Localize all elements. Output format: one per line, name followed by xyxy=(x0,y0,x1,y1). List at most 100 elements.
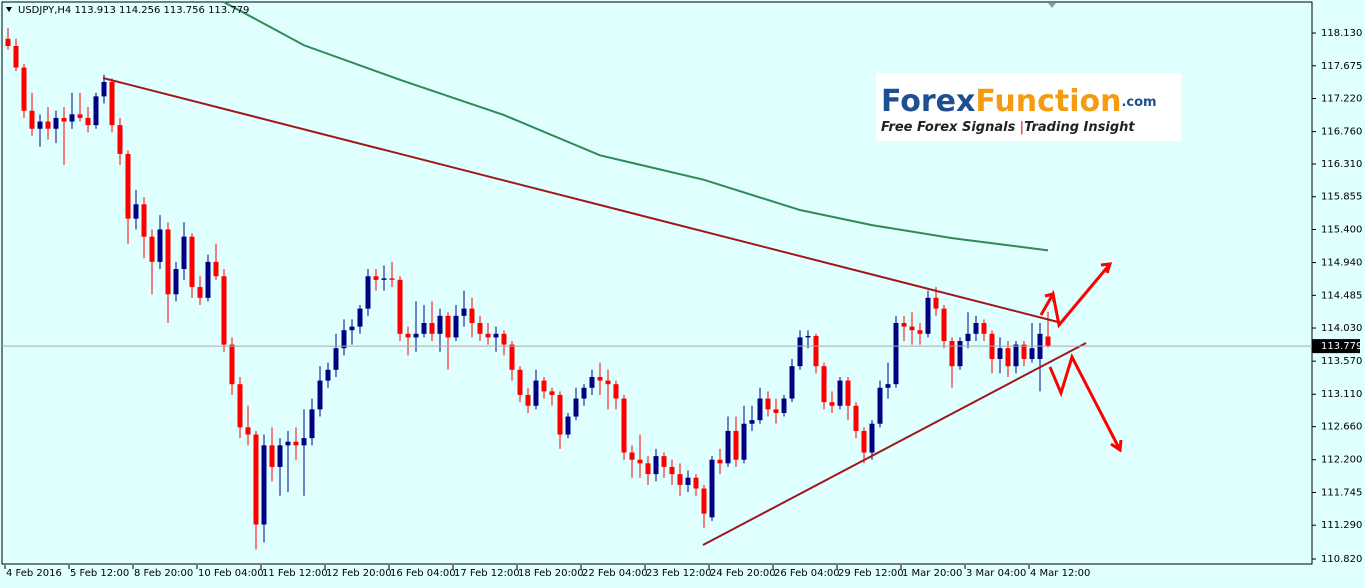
moving-average xyxy=(223,1,1049,252)
candle-body xyxy=(453,315,459,338)
candle-body xyxy=(645,463,651,475)
candle-body xyxy=(749,420,755,424)
x-tick-label: 11 Feb 12:00 xyxy=(262,568,328,579)
x-tick-label: 26 Feb 04:00 xyxy=(774,568,840,579)
candle-body xyxy=(541,380,547,392)
candle-body xyxy=(757,398,763,421)
y-tick-label: 116.760 xyxy=(1321,127,1362,138)
candle-body xyxy=(533,380,539,406)
candle-body xyxy=(29,110,35,129)
logo-brand-2: Function xyxy=(975,84,1121,119)
logo-tagline-2: Trading Insight xyxy=(1024,120,1135,135)
x-tick-label: 16 Feb 04:00 xyxy=(390,568,456,579)
candle-body xyxy=(461,308,467,316)
candle-body xyxy=(37,121,43,129)
candle-body xyxy=(261,445,267,525)
candle-body xyxy=(77,114,83,118)
logo: ForexFunction.com Free Forex Signals |Tra… xyxy=(876,73,1181,141)
y-tick-label: 113.570 xyxy=(1321,356,1362,367)
candle-body xyxy=(317,380,323,410)
candle-body xyxy=(525,394,531,406)
candle-body xyxy=(357,308,363,327)
y-tick-label: 112.660 xyxy=(1321,422,1362,433)
candle-body xyxy=(621,398,627,453)
candle-body xyxy=(677,474,683,485)
candle-body xyxy=(181,236,187,270)
candle-body xyxy=(309,409,315,439)
candle-body xyxy=(469,308,475,324)
candle-body xyxy=(501,333,507,345)
shift-marker xyxy=(1048,3,1056,8)
candle-body xyxy=(981,323,987,334)
header-icon xyxy=(6,7,12,12)
candle-body xyxy=(125,153,131,219)
current-price-box xyxy=(1312,339,1360,354)
candle-body xyxy=(973,323,979,334)
candle-body xyxy=(597,376,603,381)
x-tick-label: 18 Feb 20:00 xyxy=(518,568,584,579)
candle-body xyxy=(405,333,411,338)
candle-body xyxy=(149,236,155,262)
logo-brand-3: .com xyxy=(1121,95,1156,110)
candle-body xyxy=(877,387,883,424)
candle-body xyxy=(421,323,427,334)
candle-body xyxy=(773,409,779,413)
up-arrow-head xyxy=(1100,262,1113,274)
candle-body xyxy=(141,204,147,237)
candle-body xyxy=(605,380,611,385)
candle-body xyxy=(493,333,499,338)
candle-body xyxy=(437,315,443,334)
candle-body xyxy=(349,326,355,331)
candle-body xyxy=(901,323,907,327)
candle-body xyxy=(165,229,171,295)
x-tick-label: 17 Feb 12:00 xyxy=(454,568,520,579)
candle-body xyxy=(845,380,851,406)
candle-body xyxy=(589,376,595,388)
candle-body xyxy=(189,236,195,288)
candle-body xyxy=(565,416,571,435)
x-tick-label: 24 Feb 20:00 xyxy=(710,568,776,579)
candle-body xyxy=(445,315,451,338)
logo-brand-1: Forex xyxy=(881,84,975,119)
candle-body xyxy=(933,297,939,309)
candle-body xyxy=(413,333,419,338)
candle-body xyxy=(909,326,915,331)
candle-body xyxy=(253,434,259,525)
x-tick-label: 5 Feb 12:00 xyxy=(70,568,129,579)
candle-body xyxy=(173,269,179,295)
logo-separator: | xyxy=(1019,120,1024,135)
candle-body xyxy=(333,348,339,370)
candle-body xyxy=(1029,348,1035,359)
candle-body xyxy=(517,369,523,395)
y-tick-label: 110.820 xyxy=(1321,554,1362,565)
candle-body xyxy=(213,261,219,277)
down-arrow-head xyxy=(1110,439,1123,453)
y-tick-label: 115.400 xyxy=(1321,224,1362,235)
candle-body xyxy=(293,441,299,446)
candle-body xyxy=(373,276,379,280)
candle-body xyxy=(397,279,403,334)
y-tick-label: 115.855 xyxy=(1321,192,1362,203)
x-tick-label: 22 Feb 04:00 xyxy=(582,568,648,579)
candle-body xyxy=(725,430,731,464)
x-tick-label: 29 Feb 12:00 xyxy=(838,568,904,579)
candle-body xyxy=(669,466,675,475)
plot-frame xyxy=(1,1,1313,565)
candle-body xyxy=(157,229,163,262)
y-tick-label: 114.030 xyxy=(1321,323,1362,334)
candle-body xyxy=(277,445,283,467)
candle-body xyxy=(1021,344,1027,359)
candle-body xyxy=(5,38,11,46)
candle-body xyxy=(285,441,291,446)
candle-body xyxy=(741,423,747,460)
y-tick-label: 118.130 xyxy=(1321,28,1362,39)
candle-body xyxy=(765,398,771,410)
candle-body xyxy=(925,297,931,334)
y-tick-label: 116.310 xyxy=(1321,159,1362,170)
x-tick-label: 4 Feb 2016 xyxy=(6,568,62,579)
candle-body xyxy=(629,452,635,460)
candle-body xyxy=(997,348,1003,359)
candle-body xyxy=(693,477,699,489)
candle-body xyxy=(13,45,19,68)
candle-body xyxy=(269,445,275,467)
